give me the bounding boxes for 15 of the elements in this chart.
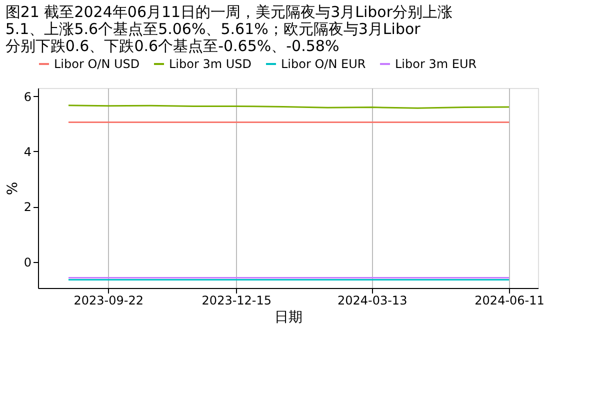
y-tick-label: 2	[24, 200, 32, 214]
y-tick-label: 4	[24, 144, 32, 159]
x-axis-title: 日期	[274, 310, 302, 326]
x-tick-label: 2024-06-11	[474, 294, 544, 308]
legend-label: Libor O/N EUR	[281, 57, 366, 71]
legend-label: Libor O/N USD	[54, 57, 140, 71]
chart-title: 图21 截至2024年06月11日的一周，美元隔夜与3月Libor分别上涨 5.1、上涨5.6个基点至5.06%、5.61%；欧元隔夜与3月Libor 分别下跌0.6、下跌0.6个基点至-0.65%、-0.58%	[5, 3, 453, 55]
legend-label: Libor 3m EUR	[395, 57, 477, 71]
legend-label: Libor 3m USD	[169, 57, 252, 71]
x-tick-label: 2023-09-22	[74, 294, 144, 308]
y-tick-label: 0	[24, 255, 32, 270]
x-tick-label: 2024-03-13	[337, 294, 408, 308]
y-axis-title: %	[4, 182, 21, 196]
y-tick-label: 6	[24, 90, 32, 104]
x-tick-label: 2023-12-15	[202, 294, 272, 308]
